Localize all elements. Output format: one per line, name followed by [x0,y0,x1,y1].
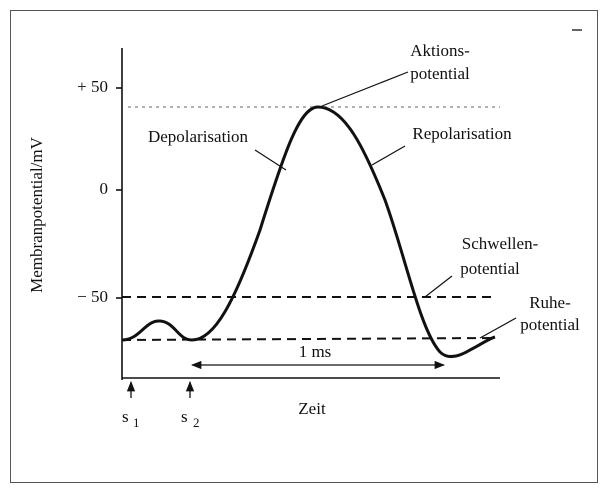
leader [371,145,406,166]
resting-line [121,337,496,341]
axes [116,48,500,380]
leader-lines [254,71,517,339]
leader [254,149,287,171]
y-axis-label: Membranpotential/mV [27,136,46,293]
stimulus-label: s [181,407,188,426]
y-tick-label: 0 [100,179,109,198]
annotation: 1 ms [299,342,332,361]
x-axis-label: Zeit [298,399,326,418]
annotation: Depolarisation [148,127,249,146]
annotation: Aktions- [410,41,470,60]
leader [321,71,409,107]
annotation: potential [520,315,580,334]
stimulus-index: 1 [133,415,140,430]
y-tick-label: + 50 [77,77,108,96]
annotation: Schwellen- [462,234,539,253]
annotation: Repolarisation [412,124,512,143]
leader [479,317,517,339]
annotation: potential [410,64,470,83]
annotation: Ruhe- [529,293,571,312]
leader [424,275,453,298]
frame [10,10,598,483]
annotation: potential [460,259,520,278]
stimulus-index: 2 [193,415,200,430]
stimulus-label: s [122,407,129,426]
action-potential-curve [121,105,496,358]
y-tick-label: − 50 [77,287,108,306]
